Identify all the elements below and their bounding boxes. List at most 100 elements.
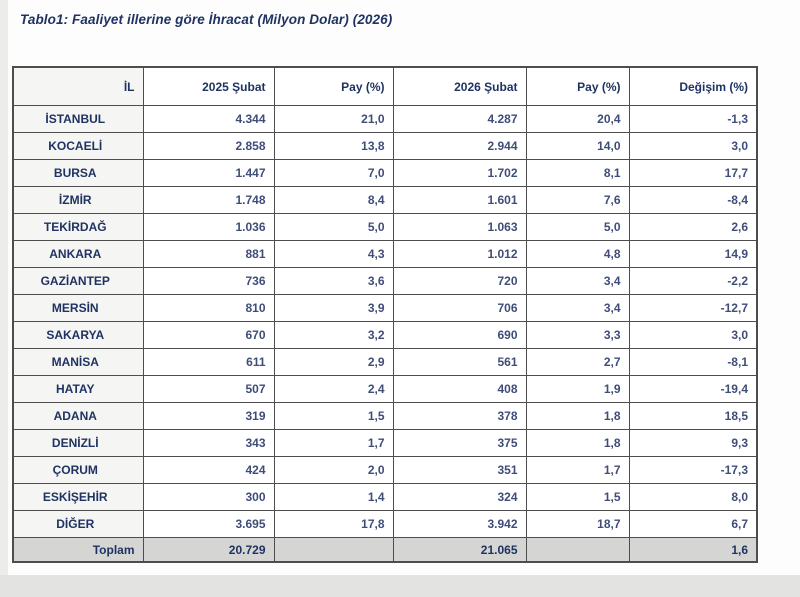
value-cell: 507 [142, 375, 275, 403]
total-row: Toplam 20.729 21.065 1,6 [12, 537, 758, 563]
value-cell: 3,4 [525, 294, 630, 322]
province-cell: MANİSA [12, 348, 144, 376]
value-cell: 8,0 [628, 483, 758, 511]
column-header-feb2026: 2026 Şubat [392, 66, 527, 106]
province-cell: ÇORUM [12, 456, 144, 484]
value-cell: 1.012 [392, 240, 527, 268]
table-row: HATAY 507 2,4 408 1,9 -19,4 [12, 375, 758, 403]
column-header-pay2026: Pay (%) [525, 66, 630, 106]
value-cell: 1,7 [273, 429, 394, 457]
table-row: ÇORUM 424 2,0 351 1,7 -17,3 [12, 456, 758, 484]
value-cell: 2,7 [525, 348, 630, 376]
value-cell: 5,0 [525, 213, 630, 241]
column-header-feb2025: 2025 Şubat [142, 66, 275, 106]
value-cell: 2.944 [392, 132, 527, 160]
table-row: MANİSA 611 2,9 561 2,7 -8,1 [12, 348, 758, 376]
province-cell: ESKİŞEHİR [12, 483, 144, 511]
province-cell: DİĞER [12, 510, 144, 538]
value-cell: 408 [392, 375, 527, 403]
value-cell: -17,3 [628, 456, 758, 484]
province-cell: MERSİN [12, 294, 144, 322]
table-row: BURSA 1.447 7,0 1.702 8,1 17,7 [12, 159, 758, 187]
value-cell: 1,5 [273, 402, 394, 430]
left-margin-strip [0, 0, 8, 597]
value-cell: 2,6 [628, 213, 758, 241]
value-cell: 17,7 [628, 159, 758, 187]
province-cell: HATAY [12, 375, 144, 403]
value-cell: 1.063 [392, 213, 527, 241]
value-cell: 1,8 [525, 402, 630, 430]
value-cell: 1,7 [525, 456, 630, 484]
value-cell [273, 537, 394, 563]
value-cell: 8,4 [273, 186, 394, 214]
table-body: İSTANBUL 4.344 21,0 4.287 20,4 -1,3 KOCAELİ 2.8… [12, 105, 758, 563]
province-cell: ADANA [12, 402, 144, 430]
table-row: TEKİRDAĞ 1.036 5,0 1.063 5,0 2,6 [12, 213, 758, 241]
value-cell: 1,9 [525, 375, 630, 403]
value-cell: 1.601 [392, 186, 527, 214]
value-cell: 690 [392, 321, 527, 349]
value-cell: 4,8 [525, 240, 630, 268]
province-cell: İSTANBUL [12, 105, 144, 133]
value-cell: 351 [392, 456, 527, 484]
value-cell: -1,3 [628, 105, 758, 133]
value-cell: 611 [142, 348, 275, 376]
value-cell: 14,9 [628, 240, 758, 268]
value-cell: 13,8 [273, 132, 394, 160]
value-cell: 2,0 [273, 456, 394, 484]
bottom-gray-band [0, 575, 800, 597]
value-cell: 21,0 [273, 105, 394, 133]
province-cell: SAKARYA [12, 321, 144, 349]
value-cell: 706 [392, 294, 527, 322]
value-cell: 1,6 [628, 537, 758, 563]
value-cell: 2.858 [142, 132, 275, 160]
table-row: DENİZLİ 343 1,7 375 1,8 9,3 [12, 429, 758, 457]
value-cell: 3,2 [273, 321, 394, 349]
value-cell: 4.287 [392, 105, 527, 133]
province-cell: DENİZLİ [12, 429, 144, 457]
value-cell: 14,0 [525, 132, 630, 160]
value-cell: 881 [142, 240, 275, 268]
table-row: DİĞER 3.695 17,8 3.942 18,7 6,7 [12, 510, 758, 538]
value-cell: 1,4 [273, 483, 394, 511]
value-cell: 1.036 [142, 213, 275, 241]
table-row: ADANA 319 1,5 378 1,8 18,5 [12, 402, 758, 430]
value-cell: 670 [142, 321, 275, 349]
value-cell: 1.447 [142, 159, 275, 187]
value-cell: 810 [142, 294, 275, 322]
value-cell: 21.065 [392, 537, 527, 563]
value-cell: 3,3 [525, 321, 630, 349]
province-cell: İZMİR [12, 186, 144, 214]
province-cell: GAZİANTEP [12, 267, 144, 295]
value-cell: 9,3 [628, 429, 758, 457]
value-cell: 3,4 [525, 267, 630, 295]
value-cell: 20,4 [525, 105, 630, 133]
value-cell: 17,8 [273, 510, 394, 538]
column-header-il: İL [12, 66, 144, 106]
table-row: İZMİR 1.748 8,4 1.601 7,6 -8,4 [12, 186, 758, 214]
table-row: ESKİŞEHİR 300 1,4 324 1,5 8,0 [12, 483, 758, 511]
value-cell: 3,0 [628, 132, 758, 160]
province-cell: Toplam [12, 537, 144, 563]
value-cell: 8,1 [525, 159, 630, 187]
value-cell: 1.702 [392, 159, 527, 187]
table-title: Tablo1: Faaliyet illerine göre İhracat (… [20, 12, 393, 27]
table-row: İSTANBUL 4.344 21,0 4.287 20,4 -1,3 [12, 105, 758, 133]
value-cell: 324 [392, 483, 527, 511]
value-cell: 7,0 [273, 159, 394, 187]
value-cell [525, 537, 630, 563]
province-cell: ANKARA [12, 240, 144, 268]
value-cell: 3,0 [628, 321, 758, 349]
value-cell: -8,1 [628, 348, 758, 376]
value-cell: 319 [142, 402, 275, 430]
province-cell: TEKİRDAĞ [12, 213, 144, 241]
value-cell: 4,3 [273, 240, 394, 268]
value-cell: 1,8 [525, 429, 630, 457]
value-cell: 378 [392, 402, 527, 430]
value-cell: 561 [392, 348, 527, 376]
value-cell: -2,2 [628, 267, 758, 295]
value-cell: 2,4 [273, 375, 394, 403]
export-table: İL 2025 Şubat Pay (%) 2026 Şubat Pay (%)… [12, 66, 758, 563]
value-cell: -19,4 [628, 375, 758, 403]
value-cell: 1.748 [142, 186, 275, 214]
